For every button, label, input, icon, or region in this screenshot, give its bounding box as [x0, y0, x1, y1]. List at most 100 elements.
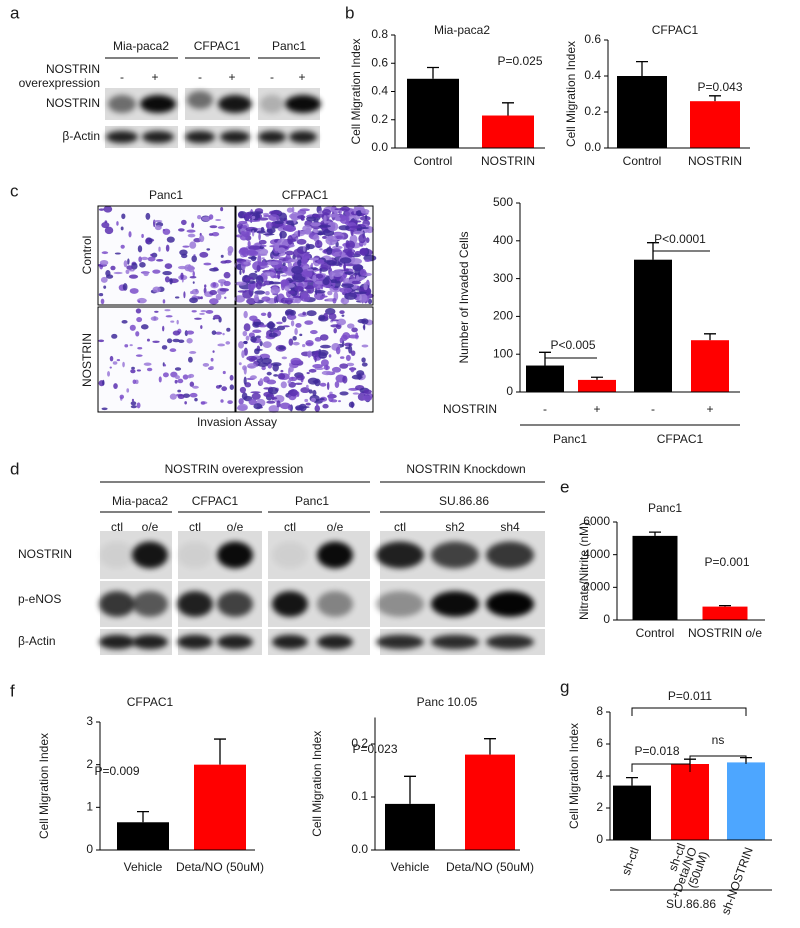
cell — [335, 346, 341, 355]
cell — [189, 351, 197, 354]
micrograph-border — [97, 306, 236, 413]
cell — [287, 290, 296, 295]
cell — [129, 324, 136, 331]
cell — [151, 252, 158, 258]
error-bar — [502, 102, 514, 116]
group-label: Panc1 — [553, 432, 587, 446]
cell — [278, 212, 288, 222]
cell — [280, 381, 287, 389]
cell — [288, 258, 299, 263]
cell — [209, 290, 218, 296]
cell — [363, 282, 368, 291]
cell — [322, 403, 329, 409]
cell — [182, 245, 190, 248]
cell — [120, 226, 124, 231]
x-tick-label: - — [651, 402, 655, 416]
cell — [289, 310, 296, 316]
cell — [300, 292, 311, 302]
cell — [292, 341, 300, 346]
cell — [164, 309, 171, 312]
micrograph-border — [235, 306, 374, 413]
cell — [263, 271, 275, 277]
cell — [290, 357, 302, 365]
cell — [194, 397, 198, 402]
cell — [137, 245, 143, 253]
cell — [322, 278, 330, 286]
cell — [129, 288, 139, 294]
cell — [339, 287, 352, 294]
y-tick-label: 300 — [493, 271, 513, 285]
cell — [310, 330, 318, 335]
cell — [316, 402, 319, 408]
cell — [287, 380, 292, 384]
y-tick-label: 3 — [86, 714, 93, 728]
cell — [345, 240, 356, 250]
cell — [188, 356, 193, 363]
cell — [219, 288, 230, 292]
bar — [194, 764, 246, 850]
cell — [126, 388, 130, 393]
cell — [330, 319, 339, 322]
bar — [691, 340, 729, 392]
cell — [302, 343, 306, 348]
cell — [119, 394, 125, 399]
cell — [300, 214, 304, 221]
cell — [130, 401, 137, 406]
cell — [125, 269, 130, 275]
cell — [239, 269, 242, 275]
cell — [209, 365, 214, 369]
y-tick-label: 100 — [493, 346, 513, 360]
cell — [302, 311, 307, 316]
cell — [248, 245, 262, 250]
cell — [343, 263, 346, 270]
cell — [294, 286, 304, 292]
cell — [312, 274, 317, 283]
cell — [241, 350, 245, 359]
cell — [143, 362, 152, 366]
cell — [227, 250, 232, 256]
cell — [247, 260, 252, 263]
cell — [158, 376, 162, 383]
cell — [169, 393, 177, 400]
band — [132, 591, 168, 617]
cell — [246, 355, 258, 361]
cell — [229, 384, 234, 390]
cell — [348, 343, 351, 347]
cell — [98, 208, 105, 211]
band — [317, 541, 353, 569]
y-tick-label: 8 — [596, 704, 603, 718]
cell — [158, 246, 161, 252]
cell — [101, 251, 109, 255]
cell — [243, 323, 251, 332]
cell — [277, 238, 290, 248]
cell — [261, 296, 271, 302]
cell — [363, 324, 366, 331]
cell — [262, 341, 272, 349]
cell — [258, 324, 268, 328]
cell — [104, 226, 114, 235]
cell — [247, 240, 251, 248]
cell — [357, 319, 367, 324]
y-tick-label: 0.6 — [584, 32, 601, 46]
cell — [351, 280, 361, 285]
cell — [301, 271, 313, 278]
bar — [632, 535, 678, 620]
annotation: ns — [712, 733, 725, 747]
cell — [136, 369, 141, 372]
bar — [702, 606, 748, 620]
cell — [252, 329, 262, 334]
cell — [220, 254, 224, 258]
bar — [526, 365, 564, 392]
cell — [350, 367, 355, 373]
cell — [137, 300, 141, 303]
cell — [163, 364, 167, 367]
cell — [193, 317, 202, 320]
cell — [162, 270, 172, 276]
cell — [299, 333, 303, 337]
group-label: SU.86.86 — [666, 897, 716, 911]
cell — [191, 310, 197, 313]
cell — [172, 330, 181, 336]
cell — [287, 262, 292, 268]
cell — [256, 253, 268, 256]
cell — [279, 230, 287, 239]
